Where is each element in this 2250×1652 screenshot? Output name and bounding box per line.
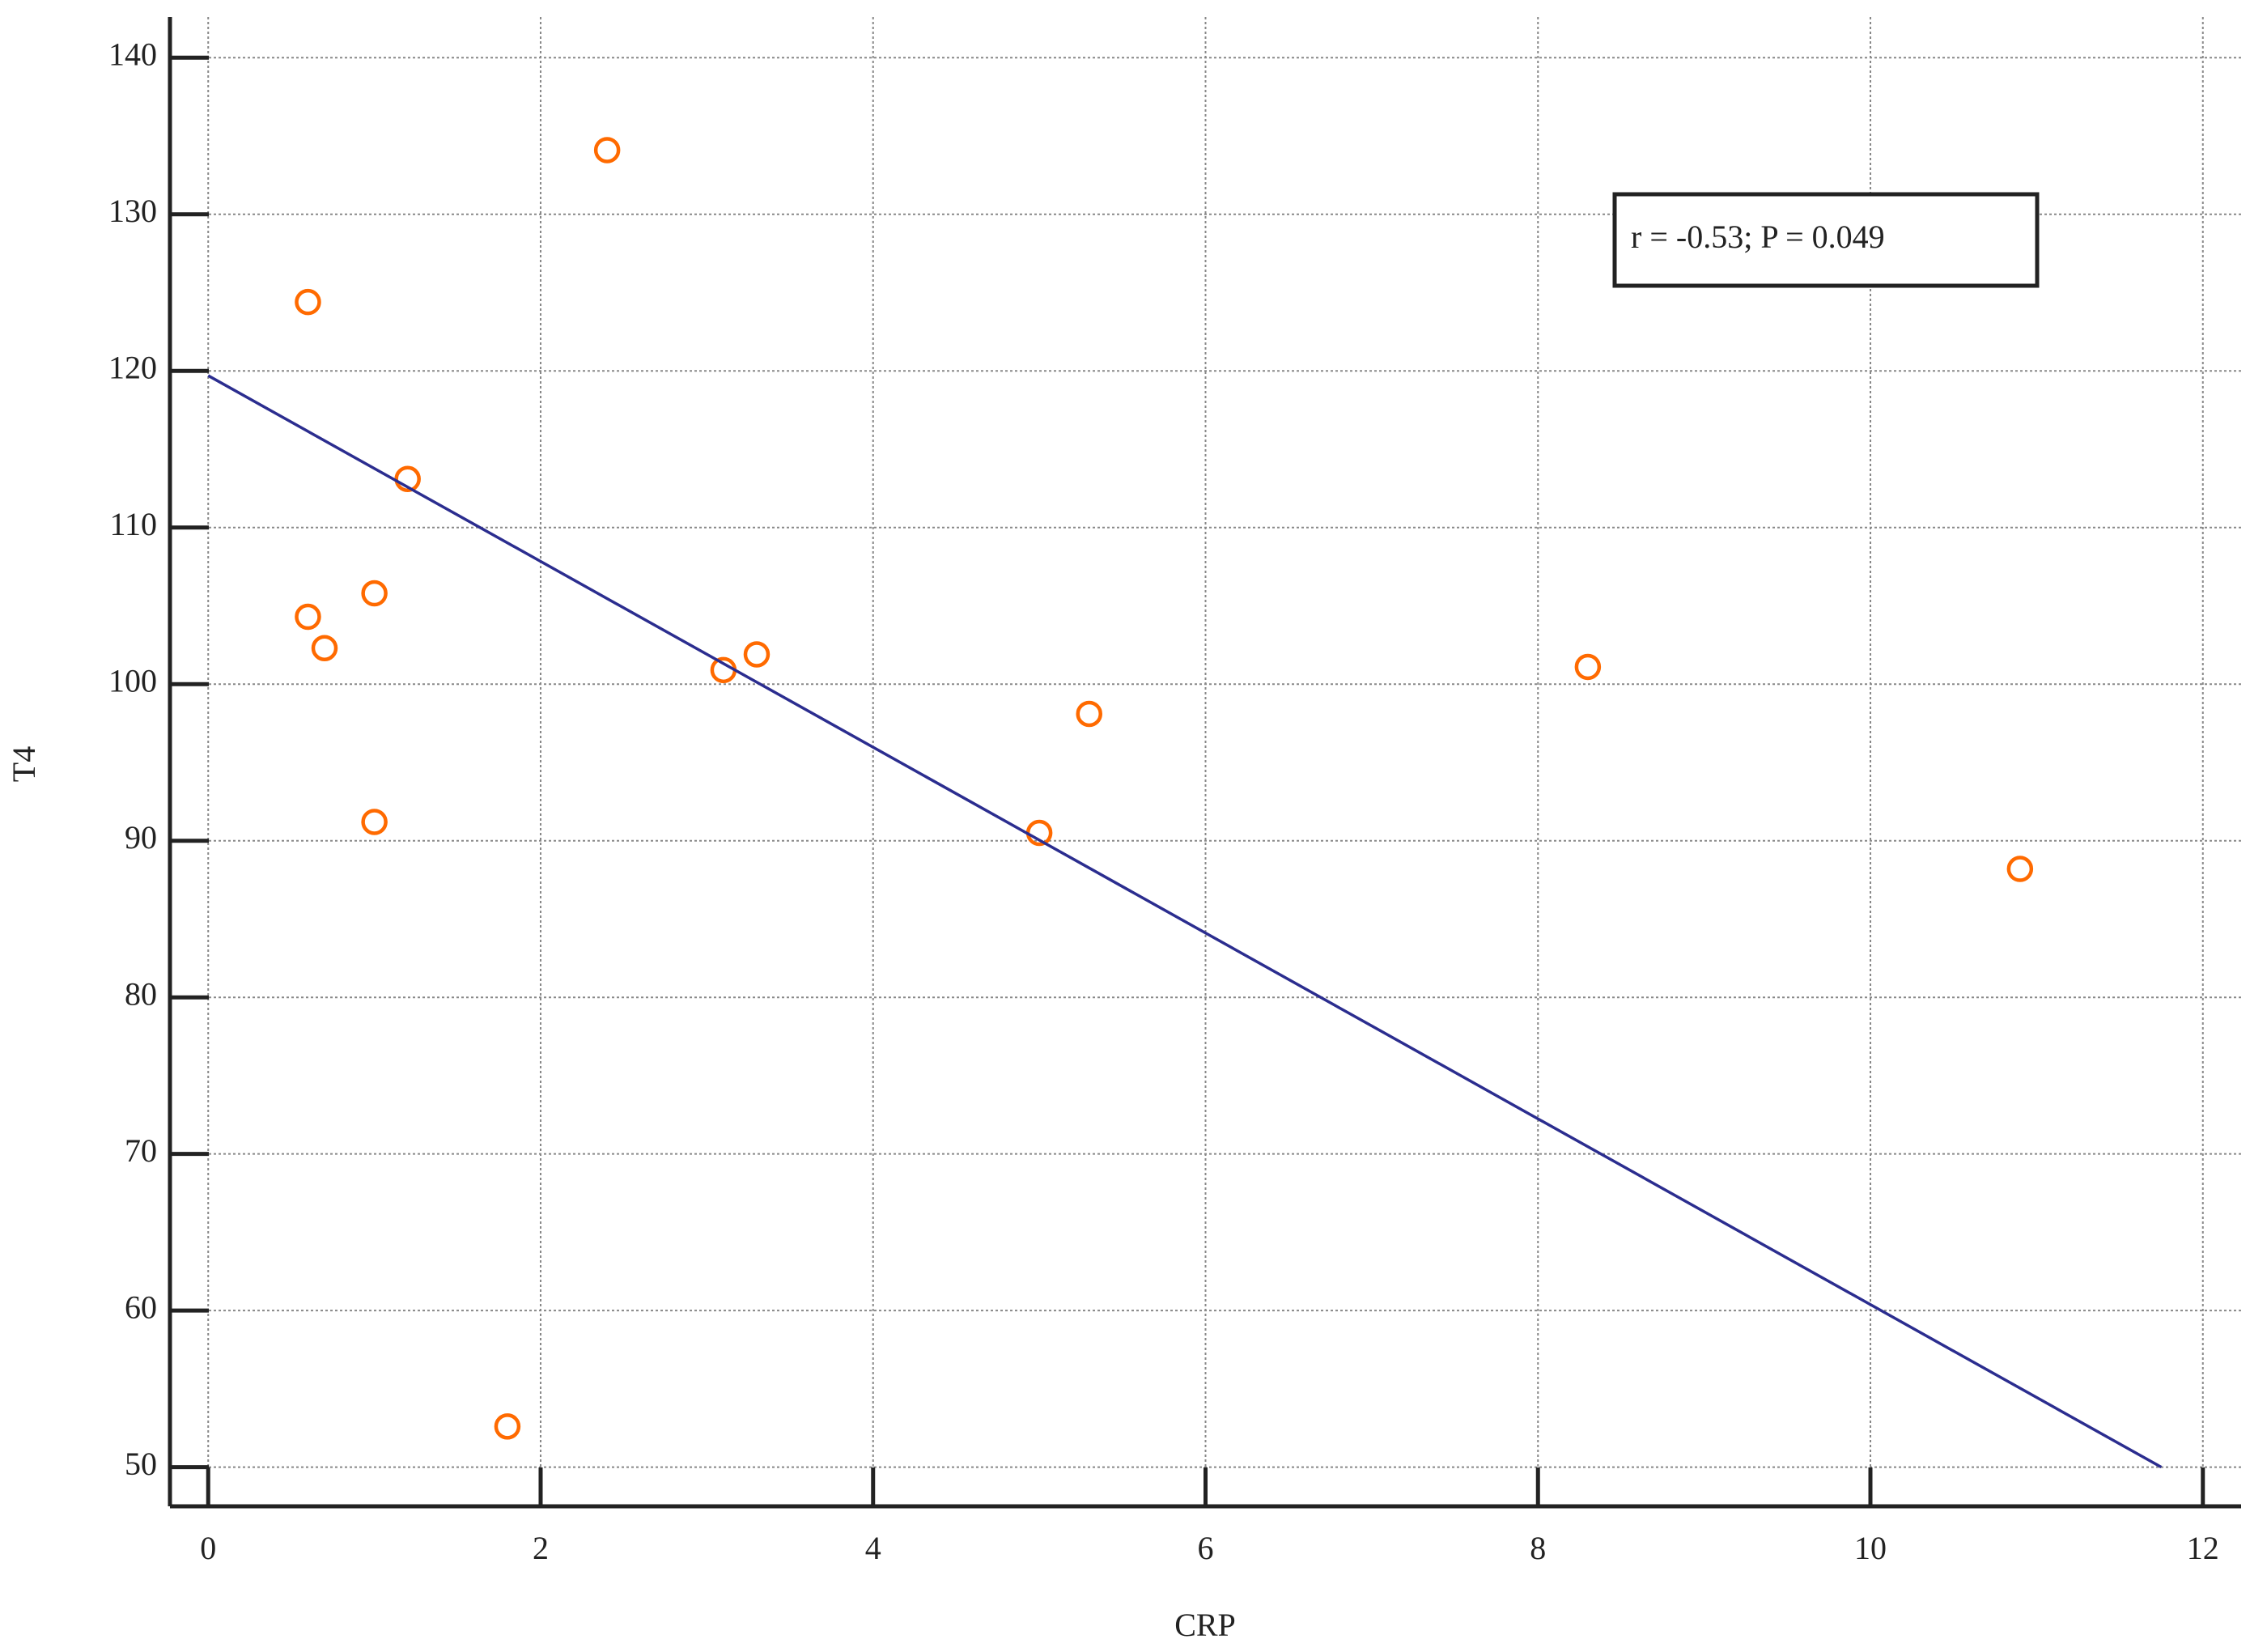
- y-tick-label: 50: [125, 1446, 157, 1482]
- y-tick-label: 120: [108, 349, 157, 385]
- point: [361, 580, 388, 607]
- point: [1076, 700, 1102, 728]
- annotation: r = -0.53; P = 0.049: [1631, 219, 1885, 255]
- point: [295, 288, 321, 316]
- y-axis-label: T4: [6, 746, 42, 782]
- annotation-box: [1612, 192, 2040, 288]
- point: [743, 641, 771, 668]
- plot-area: [207, 137, 2163, 1469]
- x-axis-label: CRP: [1174, 1607, 1236, 1643]
- y-tick-label: 90: [125, 819, 157, 856]
- x-tick-label: 0: [200, 1530, 216, 1566]
- point: [1574, 653, 1602, 681]
- y-tick-label: 70: [125, 1132, 157, 1169]
- y-tick-label: 140: [108, 36, 157, 72]
- point: [311, 635, 338, 661]
- x-tick-label: 8: [1530, 1530, 1546, 1566]
- x-tick-label: 2: [533, 1530, 549, 1566]
- y-tick-label: 80: [125, 975, 157, 1012]
- y-tick-label: 100: [108, 662, 157, 699]
- x-tick-label: 10: [1854, 1530, 1887, 1566]
- x-tick-label: 4: [865, 1530, 881, 1566]
- y-tick-label: 130: [108, 193, 157, 229]
- point: [593, 137, 621, 164]
- y-tick-label: 110: [109, 506, 157, 542]
- x-tick-label: 6: [1198, 1530, 1214, 1566]
- y-tick-label: 60: [125, 1289, 157, 1325]
- point: [394, 465, 421, 493]
- point: [494, 1413, 521, 1440]
- point: [2006, 856, 2034, 882]
- point: [361, 809, 388, 835]
- fit-line: [207, 374, 2163, 1469]
- point: [295, 603, 321, 631]
- x-tick-label: 12: [2187, 1530, 2219, 1566]
